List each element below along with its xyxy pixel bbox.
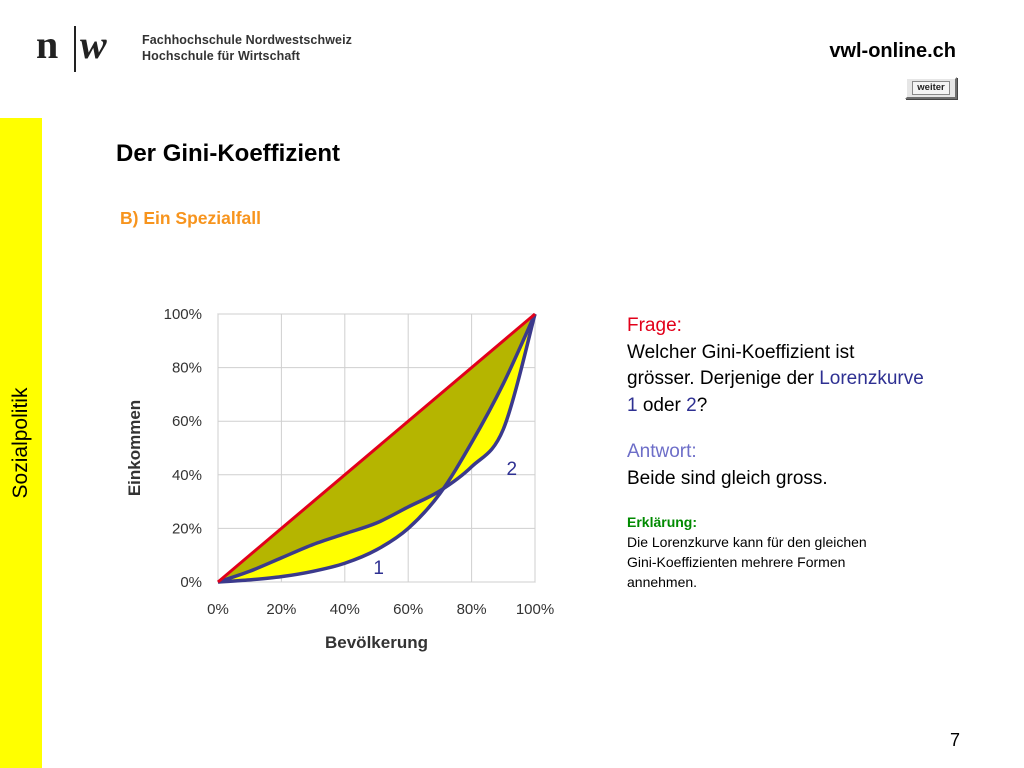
svg-text:w: w [80,22,107,67]
answer-text: Beide sind gleich gross. [627,467,828,489]
x-tick-label: 0% [207,601,229,618]
page-number: 7 [950,730,961,750]
y-axis-label: Einkommen [125,400,144,496]
curve-1-label: 1 [373,558,384,579]
explanation-label: Erklärung: [627,514,698,530]
sidebar [0,118,42,768]
slide-title: Der Gini-Koeffizient [116,140,341,167]
next-button[interactable]: weiter [905,77,957,99]
svg-text:n: n [36,22,58,67]
x-tick-label: 60% [393,601,423,618]
y-tick-label: 0% [180,574,202,591]
fhnw-logo-icon: n w [36,22,107,72]
y-tick-label: 40% [172,467,202,484]
area-between-curves [218,314,535,582]
next-button-label: weiter [912,81,950,95]
question-num2: 2 [686,394,697,416]
institution-name: Fachhochschule Nordwestschweiz Hochschul… [142,32,352,64]
question-oder: oder [642,394,681,416]
x-tick-label: 40% [330,601,360,618]
x-tick-label: 80% [457,601,487,618]
lorenz-curve-1 [217,313,537,584]
equality-line [217,312,536,584]
x-tick-label: 100% [516,601,554,618]
question-mark: ? [696,394,708,416]
y-tick-label: 80% [172,360,202,377]
question-label: Frage: [627,315,682,336]
logo: n w Fachhochschule Nordwestschweiz Hochs… [36,22,376,74]
x-axis-label: Bevölkerung [325,633,428,652]
lorenz-curve-2 [217,313,537,584]
answer-label: Antwort: [627,441,697,462]
lorenz-chart: 0% 20% 40% 60% 80% 100% 0% 20% 40% 60% 80% 100% 1 2 Be… [125,306,554,652]
y-tick-label: 100% [164,306,202,323]
slide-subtitle: B) Ein Spezialfall [120,208,261,228]
explanation-text: Die Lorenzkurve kann für den gleichen Gi… [627,534,867,590]
sidebar-label: Sozialpolitik [9,387,32,499]
curve-2-label: 2 [506,459,517,480]
question: Frage: Welcher Gini-Koeffizient ist grös… [627,313,927,419]
institution-line-2: Hochschule für Wirtschaft [142,49,300,63]
answer: Antwort: Beide sind gleich gross. [627,439,927,492]
site-name[interactable]: vwl-online.ch [829,40,956,62]
x-tick-label: 20% [266,601,296,618]
question-lorenz: Lorenzkurve 1 [627,368,924,416]
question-text-1: Welcher Gini-Koeffizient ist grösser. De… [627,341,855,390]
explanation: Erklärung: Die Lorenzkurve kann für den … [627,512,887,592]
y-tick-label: 20% [172,520,202,537]
institution-line-1: Fachhochschule Nordwestschweiz [142,33,352,47]
question-text: Welcher Gini-Koeffizient ist grösser. De… [627,340,927,420]
y-tick-label: 60% [172,413,202,430]
